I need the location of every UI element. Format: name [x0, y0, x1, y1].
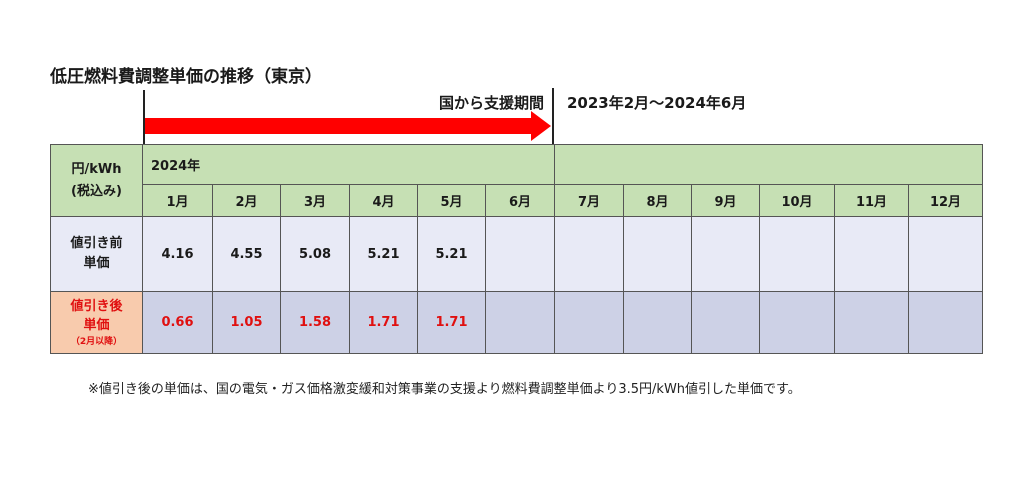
month-5: 5月	[417, 184, 486, 217]
after-value-11	[834, 291, 909, 354]
year-header-blank	[554, 144, 983, 185]
after-discount-label: 値引き後 単価 （2月以降）	[50, 291, 143, 354]
month-6: 6月	[485, 184, 555, 217]
before-value-4: 5.21	[349, 216, 418, 292]
after-label-note: （2月以降）	[70, 336, 123, 347]
unit-header: 円/kWh (税込み)	[50, 144, 143, 217]
arrow-shape	[145, 111, 551, 141]
before-value-10	[759, 216, 835, 292]
before-value-2: 4.55	[212, 216, 281, 292]
before-value-9	[691, 216, 760, 292]
after-value-12	[908, 291, 983, 354]
after-label-line1: 値引き後	[70, 298, 123, 314]
month-9: 9月	[691, 184, 760, 217]
month-12: 12月	[908, 184, 983, 217]
after-value-9	[691, 291, 760, 354]
before-discount-row: 値引き前 単価 4.16 4.55 5.08 5.21 5.21	[50, 216, 983, 292]
before-value-6	[485, 216, 555, 292]
before-discount-label: 値引き前 単価	[50, 216, 143, 292]
before-label-line2: 単価	[83, 256, 110, 271]
month-7: 7月	[554, 184, 624, 217]
unit-line2: (税込み)	[71, 183, 122, 199]
before-value-3: 5.08	[280, 216, 350, 292]
month-row: 1月 2月 3月 4月 5月 6月 7月 8月 9月 10月 11月 12月	[51, 184, 983, 217]
before-value-1: 4.16	[142, 216, 213, 292]
page-title: 低圧燃料費調整単価の推移（東京）	[50, 67, 322, 87]
unit-line1: 円/kWh	[71, 161, 122, 177]
after-discount-row: 値引き後 単価 （2月以降） 0.66 1.05 1.58 1.71 1.71	[50, 291, 983, 354]
month-10: 10月	[759, 184, 835, 217]
before-value-5: 5.21	[417, 216, 486, 292]
after-value-6	[485, 291, 555, 354]
after-value-10	[759, 291, 835, 354]
price-table: 円/kWh (税込み) 2024年 1月 2月 3月 4月 5月 6月 7月 8…	[50, 144, 983, 354]
after-label-line2: 単価	[83, 317, 110, 333]
before-value-11	[834, 216, 909, 292]
month-1: 1月	[142, 184, 213, 217]
after-value-2: 1.05	[212, 291, 281, 354]
before-value-7	[554, 216, 624, 292]
support-period-label: 国から支援期間	[438, 94, 544, 112]
support-end-line	[552, 88, 554, 144]
after-value-5: 1.71	[417, 291, 486, 354]
after-value-8	[623, 291, 692, 354]
year-header: 2024年	[142, 144, 555, 185]
month-11: 11月	[834, 184, 909, 217]
support-date-range: 2023年2月～2024年6月	[567, 94, 747, 112]
after-value-1: 0.66	[142, 291, 213, 354]
support-period-arrow	[145, 111, 551, 141]
before-value-12	[908, 216, 983, 292]
period-start-line	[143, 90, 145, 144]
after-value-3: 1.58	[280, 291, 350, 354]
before-label-line1: 値引き前	[70, 236, 123, 251]
footnote: ※値引き後の単価は、国の電気・ガス価格激変緩和対策事業の支援より燃料費調整単価よ…	[88, 382, 801, 397]
month-3: 3月	[280, 184, 350, 217]
after-value-7	[554, 291, 624, 354]
before-value-8	[623, 216, 692, 292]
month-8: 8月	[623, 184, 692, 217]
month-4: 4月	[349, 184, 418, 217]
month-2: 2月	[212, 184, 281, 217]
after-value-4: 1.71	[349, 291, 418, 354]
